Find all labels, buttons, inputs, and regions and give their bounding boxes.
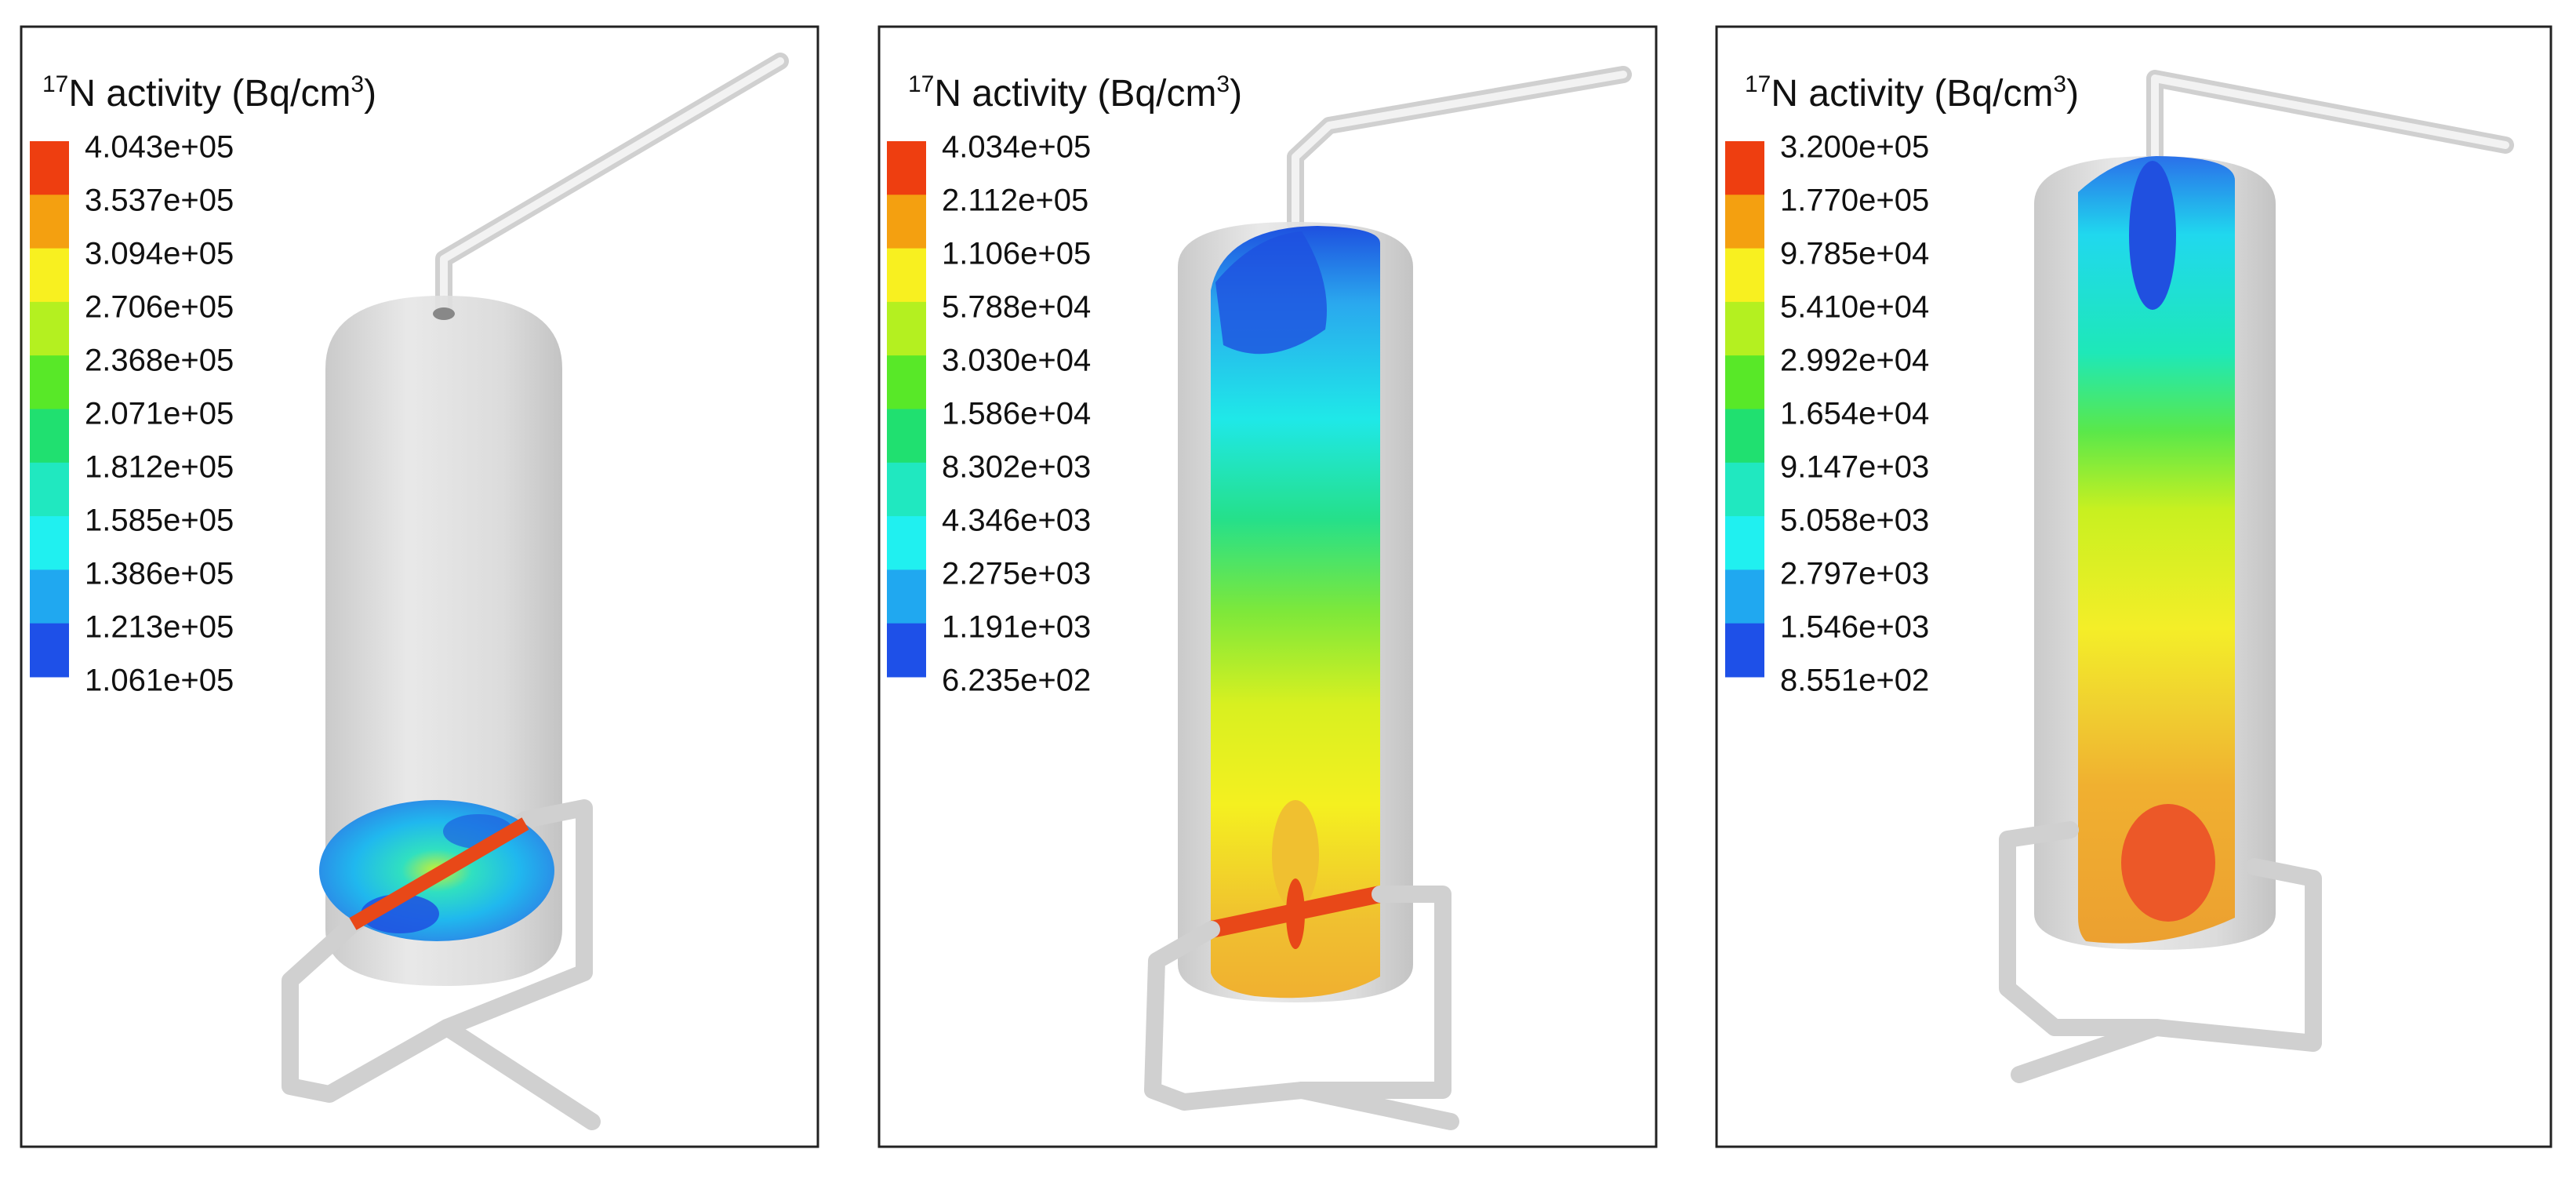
level-label: 1.546e+03 [1780, 610, 1929, 645]
level-label: 4.043e+05 [85, 130, 234, 165]
colorbar-band [1725, 301, 1764, 356]
level-label: 1.191e+03 [942, 610, 1091, 645]
level-label: 8.551e+02 [1780, 664, 1929, 698]
exponent: 3 [351, 71, 364, 97]
tank-render [1144, 66, 1632, 1130]
colorbar-band [887, 462, 926, 517]
level-label: 1.770e+05 [1780, 184, 1929, 218]
colorbar-band [887, 409, 926, 464]
exponent: 3 [2053, 71, 2066, 97]
level-label: 5.788e+04 [942, 290, 1091, 325]
isotope-mass: 17 [908, 71, 934, 97]
level-label: 5.410e+04 [1780, 290, 1929, 325]
colorbar-band [30, 623, 69, 678]
colorbar-band [1725, 195, 1764, 249]
level-label: 9.147e+03 [1780, 450, 1929, 485]
colorbar-band [1725, 569, 1764, 624]
level-label: 6.235e+02 [942, 664, 1091, 698]
level-label: 1.061e+05 [85, 664, 234, 698]
colorbar-band [1725, 623, 1764, 678]
level-label: 2.112e+05 [942, 184, 1088, 218]
level-label: 8.302e+03 [942, 450, 1091, 485]
title-text: N activity (Bq/cm [1771, 73, 2053, 115]
colorbar-band [1725, 516, 1764, 570]
colorbar-band [887, 516, 926, 570]
colorbar-band [887, 141, 926, 195]
title-text: ) [1230, 73, 1242, 115]
colorbar-band [887, 569, 926, 624]
title-text: N activity (Bq/cm [68, 73, 351, 115]
isotope-mass: 17 [1745, 71, 1771, 97]
level-label: 2.071e+05 [85, 397, 234, 431]
colorbar-band [1725, 355, 1764, 409]
legend-title: 17N activity (Bq/cm3) [42, 71, 376, 115]
level-label: 4.346e+03 [942, 504, 1091, 538]
isotope-mass: 17 [42, 71, 68, 97]
legend-title: 17N activity (Bq/cm3) [1745, 71, 2079, 115]
colorbar-band [887, 301, 926, 356]
level-label: 3.200e+05 [1780, 130, 1929, 165]
level-label: 2.992e+04 [1780, 344, 1929, 378]
level-label: 3.030e+04 [942, 344, 1091, 378]
level-label: 2.797e+03 [1780, 557, 1929, 591]
level-label: 4.034e+05 [942, 130, 1091, 165]
colorbar-band [887, 248, 926, 303]
colorbar-band [30, 516, 69, 570]
colorbar-band [30, 569, 69, 624]
colorbar-band [887, 355, 926, 409]
colorbar-band [1725, 409, 1764, 464]
level-label: 1.586e+04 [942, 397, 1091, 431]
exponent: 3 [1216, 71, 1230, 97]
level-label: 1.812e+05 [85, 450, 234, 485]
colorbar-band [1725, 248, 1764, 303]
colorbar-band [30, 301, 69, 356]
colorbar-band [30, 195, 69, 249]
colorbar-band [1725, 141, 1764, 195]
colorbar-band [30, 141, 69, 195]
tank-render [1999, 70, 2514, 1083]
level-label: 2.275e+03 [942, 557, 1091, 591]
level-label: 1.213e+05 [85, 610, 234, 645]
level-label: 1.585e+05 [85, 504, 234, 538]
title-text: N activity (Bq/cm [934, 73, 1216, 115]
colorbar-band [30, 409, 69, 464]
level-label: 1.106e+05 [942, 237, 1091, 271]
colorbar-band [30, 462, 69, 517]
level-label: 9.785e+04 [1780, 237, 1929, 271]
legends: 17N activity (Bq/cm3)4.043e+053.537e+053… [30, 71, 2079, 698]
legend-title: 17N activity (Bq/cm3) [908, 71, 1242, 115]
title-text: ) [2066, 73, 2079, 115]
colorbar-band [887, 623, 926, 678]
level-label: 3.537e+05 [85, 184, 234, 218]
level-label: 2.706e+05 [85, 290, 234, 325]
colorbar-band [30, 355, 69, 409]
colorbar-band [1725, 462, 1764, 517]
level-label: 2.368e+05 [85, 344, 234, 378]
colorbar-band [887, 195, 926, 249]
title-text: ) [364, 73, 376, 115]
colorbar-band [30, 248, 69, 303]
tank-render [282, 53, 789, 1130]
level-label: 1.654e+04 [1780, 397, 1929, 431]
level-label: 3.094e+05 [85, 237, 234, 271]
level-label: 5.058e+03 [1780, 504, 1929, 538]
level-label: 1.386e+05 [85, 557, 234, 591]
